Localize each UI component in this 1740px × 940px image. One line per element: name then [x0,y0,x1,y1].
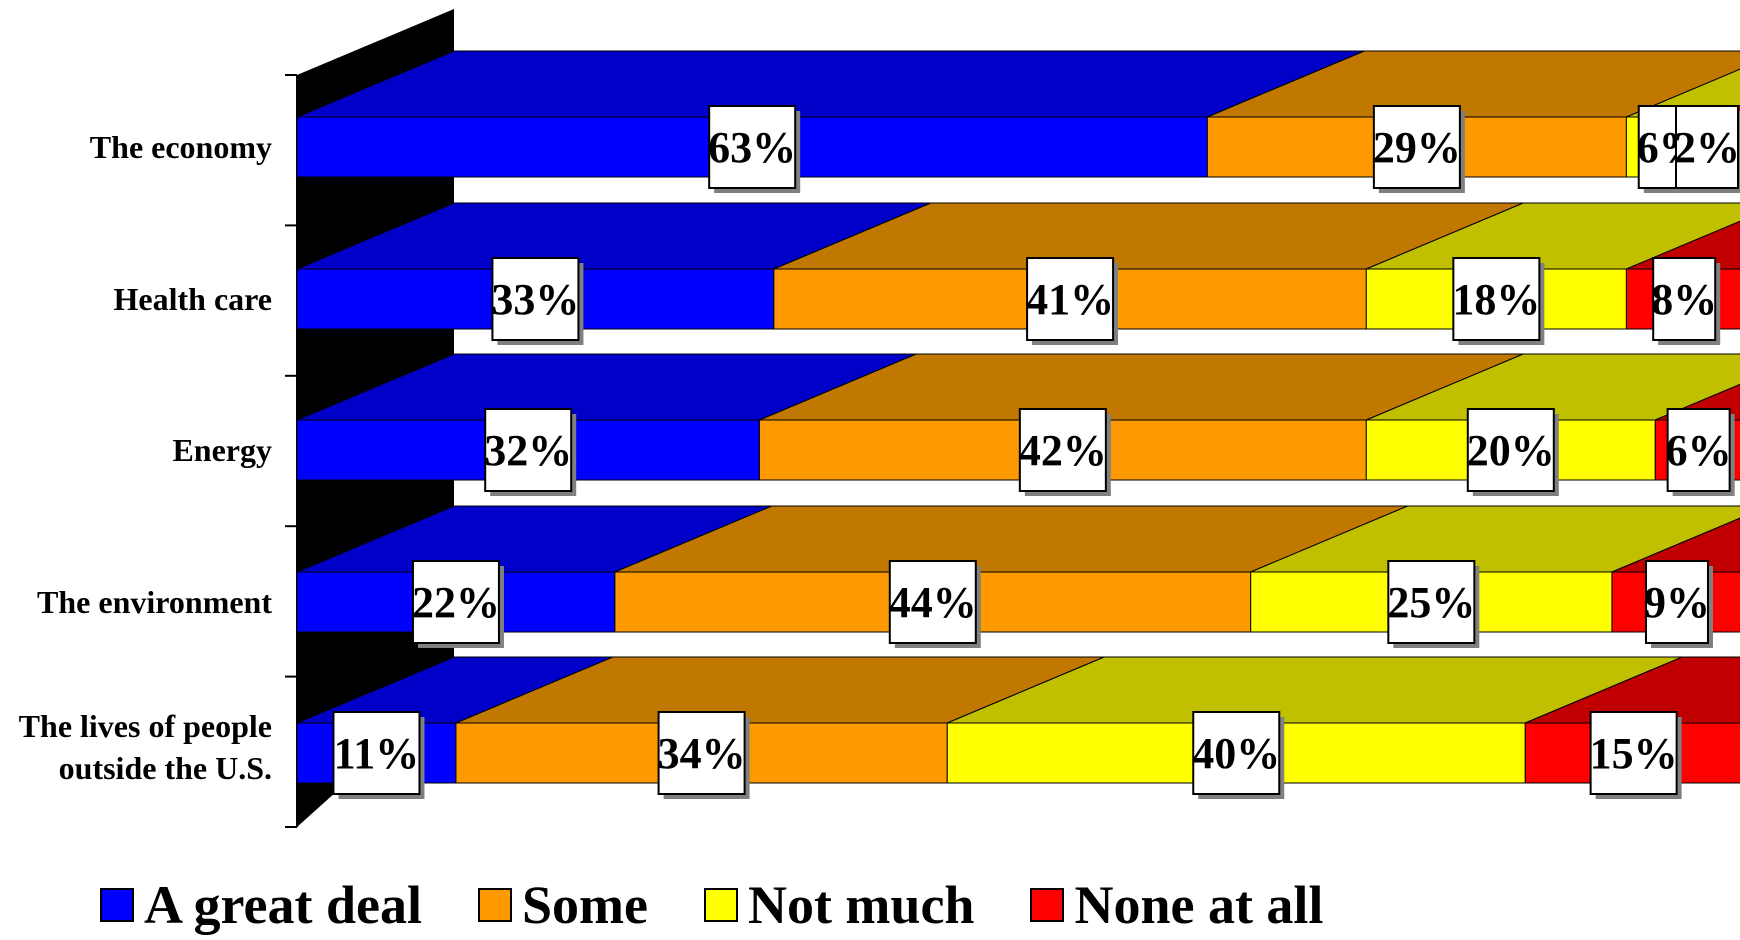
data-label-value: 34% [658,729,746,778]
data-label: 11% [332,711,425,799]
data-label-box [484,408,573,492]
data-label: 25% [1387,560,1480,648]
data-label: 42% [1018,408,1111,496]
legend-item: A great deal [100,878,422,932]
data-label: 44% [888,560,981,648]
data-label: 9% [1644,560,1713,648]
category-labels-layer: The economy Health care Energy The environm… [19,129,273,786]
data-label: 6% [1666,408,1735,496]
category-label-line: The lives of people [19,708,272,744]
data-label-box [1675,105,1739,189]
category-label: The economy [90,129,272,165]
data-label-value: 25% [1387,578,1475,627]
legend-label: Not much [747,875,975,935]
data-label-value: 33% [491,275,579,324]
data-label: 22% [411,560,504,648]
data-label: 20% [1466,408,1559,496]
data-label-box [1589,711,1678,795]
data-label-box [1018,408,1107,492]
data-labels-layer: 63% 29% 6%2%33% 41% 18% 8%32% 42% 20% 6%22% 44% 25… [332,105,1740,799]
bar-top-face [296,50,1365,118]
data-label-box [1192,711,1281,795]
data-label: 63% [708,105,801,193]
data-label-box [491,257,580,341]
category-label-line: outside the U.S. [59,750,272,786]
data-label: 32% [484,408,577,496]
data-label-value: 18% [1452,275,1540,324]
legend-swatch [1030,888,1065,922]
data-label-value: 40% [1192,729,1280,778]
data-label: 34% [657,711,750,799]
data-label-value: 44% [889,578,977,627]
data-label-value: 20% [1467,426,1555,475]
data-label-value: 11% [334,729,420,778]
data-label-box [1372,105,1461,189]
data-label-box [708,105,797,189]
category-label: Energy [172,432,272,468]
legend-label: A great deal [144,875,422,935]
data-label-value: 8% [1651,275,1717,324]
chart-legend: A great deal Some Not much None at all [100,870,1323,940]
data-label: 40% [1192,711,1285,799]
data-label-value: 32% [484,426,572,475]
data-label: 18% [1452,257,1545,345]
data-label-box [1466,408,1555,492]
data-label: 41% [1026,257,1119,345]
data-label-value: 42% [1019,426,1107,475]
legend-item: None at all [1030,878,1323,932]
data-label-value: 9% [1644,578,1710,627]
stacked-bar-chart-3d: 63% 29% 6%2%33% 41% 18% 8%32% 42% 20% 6%22% 44% 25… [19,9,1740,828]
legend-swatch [477,888,512,922]
data-label-box [1652,257,1717,341]
legend-swatch [703,888,738,922]
legend-item: Not much [703,875,975,935]
data-label-box [332,711,421,795]
data-label-value: 22% [412,578,500,627]
category-label: Health care [114,281,272,317]
data-label: 15% [1589,711,1682,799]
data-label-box [411,560,500,644]
data-label: 29% [1372,105,1465,193]
legend-item: Some [477,875,648,935]
data-label-value: 29% [1373,123,1461,172]
data-label-value: 41% [1026,275,1114,324]
data-label-value: 15% [1590,729,1678,778]
category-label: The lives of people outside the U.S. [19,708,272,786]
data-label-value: 2% [1674,123,1740,172]
data-label: 8% [1651,257,1721,345]
data-label: 33% [491,257,584,345]
data-label-box [1026,257,1115,341]
data-label-value: 63% [708,123,796,172]
legend-label: None at all [1074,875,1324,935]
data-label-value: 6% [1666,426,1732,475]
legend-swatch [100,888,134,922]
data-label-box [888,560,977,644]
data-label: 2% [1674,105,1740,193]
data-label-box [1666,408,1731,492]
category-label: The environment [37,584,272,620]
legend-label: Some [521,875,648,935]
data-label-box [1452,257,1541,341]
data-label-box [1387,560,1476,644]
data-label-box [1644,560,1709,644]
data-label-box [657,711,746,795]
